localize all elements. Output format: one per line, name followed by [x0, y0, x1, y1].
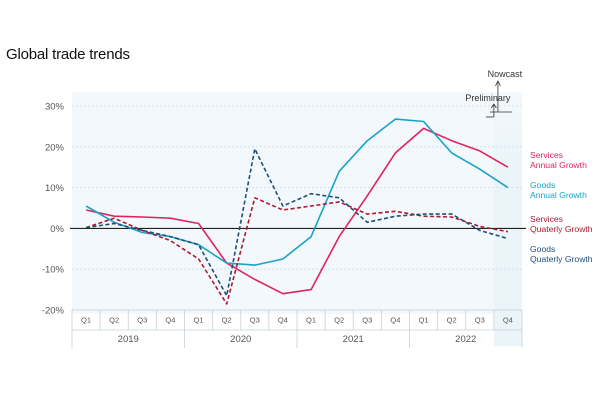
preliminary-annotation: Preliminary — [465, 93, 511, 103]
nowcast-annotation: Nowcast — [488, 69, 523, 79]
x-tick-label: Q1 — [306, 316, 316, 325]
x-year-label: 2020 — [230, 334, 251, 345]
preliminary-arrow-head — [491, 103, 497, 109]
legend-label: Quaterly Growth — [530, 254, 593, 264]
nowcast-band — [493, 104, 522, 346]
series-line-3 — [85, 148, 509, 297]
y-tick-label: -20% — [42, 306, 65, 317]
x-tick-label: Q2 — [222, 316, 232, 325]
plot-background — [72, 92, 522, 314]
y-tick-label: -10% — [42, 265, 65, 276]
x-tick-label: Q2 — [447, 316, 457, 325]
x-tick-label: Q1 — [419, 316, 429, 325]
x-tick-label: Q4 — [278, 316, 288, 325]
y-tick-label: 20% — [45, 142, 65, 153]
x-year-label: 2019 — [118, 334, 139, 345]
x-tick-label: Q4 — [390, 316, 400, 325]
x-tick-label: Q4 — [165, 316, 175, 325]
y-tick-label: 10% — [45, 183, 65, 194]
legend-label: Services — [530, 150, 563, 160]
x-year-label: 2022 — [455, 334, 476, 345]
legend-label: Goods — [530, 180, 555, 190]
series-line-1 — [85, 118, 509, 266]
x-tick-label: Q4 — [503, 316, 513, 325]
x-tick-label: Q2 — [109, 316, 119, 325]
legend-label: Services — [530, 214, 563, 224]
x-tick-label: Q1 — [194, 316, 204, 325]
x-year-label: 2021 — [343, 334, 364, 345]
chart-title: Global trade trends — [6, 46, 130, 63]
legend-label: Goods — [530, 244, 555, 254]
series-line-2 — [85, 197, 509, 305]
legend-label: Quaterly Growth — [530, 224, 593, 234]
legend-label: Annual Growth — [530, 190, 587, 200]
x-tick-label: Q3 — [475, 316, 485, 325]
series-line-0 — [85, 127, 509, 295]
legend-label: Annual Growth — [530, 160, 587, 170]
y-tick-label: 30% — [45, 102, 65, 113]
x-tick-label: Q3 — [362, 316, 372, 325]
x-tick-label: Q3 — [137, 316, 147, 325]
x-tick-label: Q2 — [334, 316, 344, 325]
y-tick-label: 0% — [50, 224, 64, 235]
x-tick-label: Q1 — [81, 316, 91, 325]
nowcast-arrow-head — [495, 80, 501, 87]
x-tick-label: Q3 — [250, 316, 260, 325]
